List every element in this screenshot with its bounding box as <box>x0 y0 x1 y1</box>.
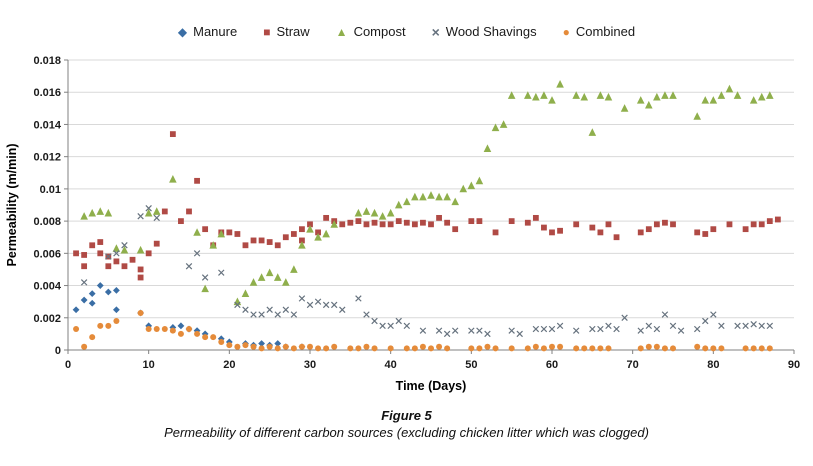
permeability-chart: 0 0.002 0.004 0.006 0.008 0.01 0.012 0.014 0.016… <box>0 24 813 393</box>
svg-text:40: 40 <box>385 359 397 371</box>
legend-item-wood-shavings: × Wood Shavings <box>432 24 537 39</box>
svg-text:90: 90 <box>788 359 800 371</box>
legend-label: Straw <box>276 24 310 39</box>
svg-text:0.002: 0.002 <box>33 313 61 325</box>
legend-label: Combined <box>575 24 636 39</box>
svg-text:0.006: 0.006 <box>33 248 61 260</box>
svg-text:0.012: 0.012 <box>33 152 61 164</box>
x-marker-icon: × <box>431 23 440 40</box>
svg-text:60: 60 <box>546 359 558 371</box>
svg-text:0.01: 0.01 <box>40 184 61 196</box>
legend-item-compost: ▲ Compost <box>336 24 406 39</box>
scatter-plot: 0 0.002 0.004 0.006 0.008 0.01 0.012 0.014 0.016… <box>5 55 800 393</box>
diamond-marker-icon: ◆ <box>177 24 188 39</box>
triangle-marker-icon: ▲ <box>335 24 348 39</box>
svg-text:50: 50 <box>465 359 477 371</box>
svg-text:30: 30 <box>304 359 316 371</box>
svg-text:80: 80 <box>707 359 719 371</box>
svg-text:Permeability (m/min): Permeability (m/min) <box>5 144 19 267</box>
square-marker-icon: ■ <box>263 24 271 39</box>
svg-text:Time (Days): Time (Days) <box>396 379 467 393</box>
svg-text:0.008: 0.008 <box>33 216 61 228</box>
chart-legend: ◆ Manure ■ Straw ▲ Compost × Wood Shavings ● Comb… <box>0 24 813 39</box>
legend-item-manure: ◆ Manure <box>178 24 237 39</box>
figure-caption-text: Permeability of different carbon sources… <box>164 425 649 440</box>
svg-text:0: 0 <box>65 359 71 371</box>
legend-item-combined: ● Combined <box>563 24 636 39</box>
legend-label: Wood Shavings <box>445 24 537 39</box>
legend-label: Compost <box>353 24 406 39</box>
svg-text:0.014: 0.014 <box>33 119 61 131</box>
svg-text:0.016: 0.016 <box>33 87 61 99</box>
figure-number-label: Figure 5 <box>381 408 432 423</box>
svg-text:0.004: 0.004 <box>33 281 61 293</box>
figure-caption: Figure 5 Permeability of different carbo… <box>0 408 813 440</box>
svg-text:0.018: 0.018 <box>33 55 61 67</box>
svg-text:20: 20 <box>223 359 235 371</box>
legend-item-straw: ■ Straw <box>263 24 309 39</box>
svg-text:10: 10 <box>143 359 155 371</box>
svg-text:0: 0 <box>55 345 61 357</box>
svg-text:70: 70 <box>627 359 639 371</box>
circle-marker-icon: ● <box>562 24 570 39</box>
legend-label: Manure <box>193 24 238 39</box>
